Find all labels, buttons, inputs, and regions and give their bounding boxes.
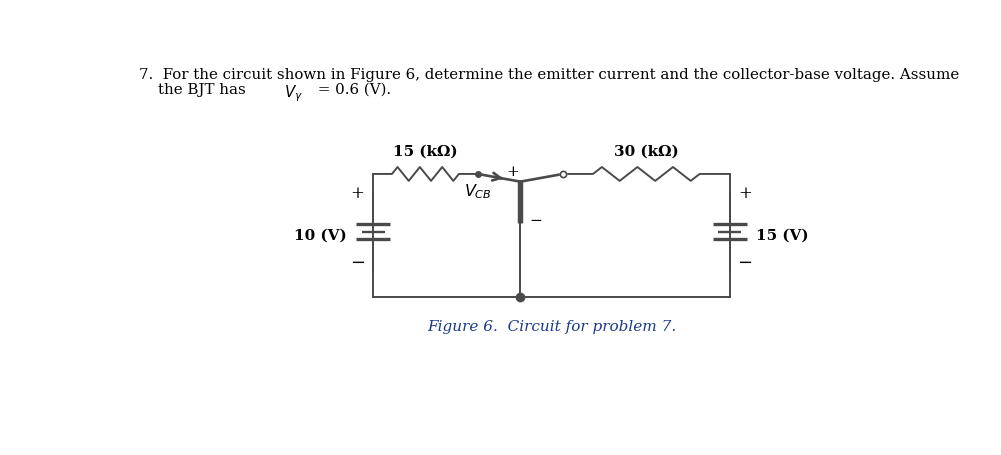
Text: −: − [738,253,753,272]
Text: −: − [350,253,365,272]
Text: 10 (V): 10 (V) [294,228,346,243]
Text: 30 (kΩ): 30 (kΩ) [614,145,679,158]
Text: $V_{CB}$: $V_{CB}$ [463,182,491,201]
Text: $V_{\gamma}$: $V_{\gamma}$ [284,83,303,104]
Text: +: + [350,185,364,202]
Text: 15 (kΩ): 15 (kΩ) [393,145,457,158]
Text: Figure 6.  Circuit for problem 7.: Figure 6. Circuit for problem 7. [426,320,676,334]
Text: 7.  For the circuit shown in Figure 6, determine the emitter current and the col: 7. For the circuit shown in Figure 6, de… [139,68,959,82]
Text: the BJT has: the BJT has [139,83,250,97]
Text: −: − [530,214,543,228]
Text: +: + [738,185,752,202]
Text: 15 (V): 15 (V) [756,228,809,243]
Text: = 0.6 (V).: = 0.6 (V). [312,83,390,97]
Text: +: + [507,166,519,179]
